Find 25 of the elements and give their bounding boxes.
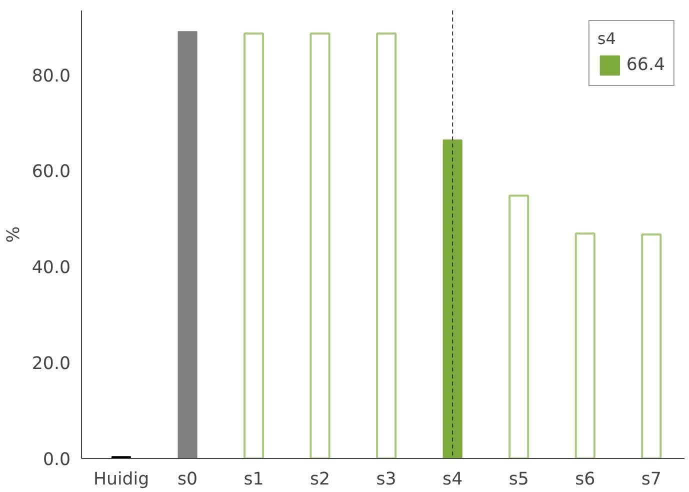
y-tick-label: 80.0 <box>32 66 71 86</box>
y-tick-label: 60.0 <box>32 162 71 182</box>
x-tick-label: s2 <box>310 470 330 490</box>
legend-title: s4 <box>597 29 617 48</box>
bar <box>508 194 530 458</box>
y-tick-label: 0.0 <box>42 450 71 470</box>
x-tick-label: s6 <box>575 470 596 490</box>
y-tick-label: 40.0 <box>32 258 71 278</box>
bar <box>310 32 330 458</box>
bar <box>574 232 596 458</box>
bar <box>376 32 397 458</box>
bar <box>244 32 264 458</box>
x-tick-label: Huidig <box>93 470 150 490</box>
y-axis-title: % <box>4 226 24 243</box>
legend-label: 66.4 <box>626 55 665 75</box>
x-tick-label: s0 <box>177 470 198 490</box>
x-tick-label: s7 <box>641 470 662 490</box>
y-tick-label: 20.0 <box>32 354 71 374</box>
x-tick-label: s4 <box>442 470 463 490</box>
bar <box>442 140 462 458</box>
bar <box>641 234 662 458</box>
x-tick-label: s1 <box>244 470 264 490</box>
x-tick-label: s5 <box>508 470 529 490</box>
x-tick-label: s3 <box>376 470 396 490</box>
bar <box>178 31 198 458</box>
